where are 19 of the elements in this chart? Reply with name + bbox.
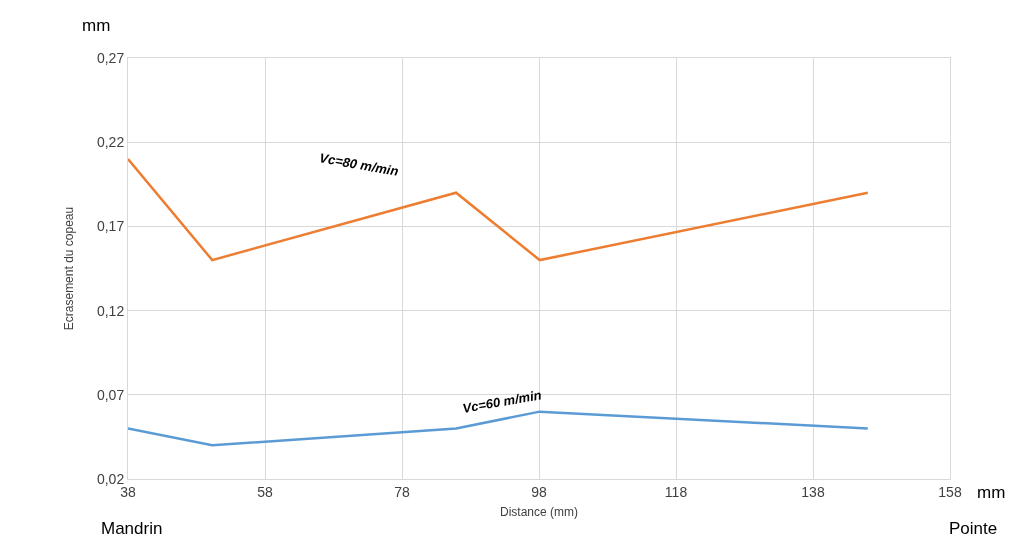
- text: mm: [82, 16, 111, 35]
- text: Vc=80 m/min: [318, 150, 400, 179]
- x-tick-label: 98: [531, 483, 547, 500]
- x-axis-title: Distance (mm): [499, 504, 579, 519]
- y-tick-label: 0,12: [96, 302, 125, 319]
- text: Vc=60 m/min: [461, 387, 543, 416]
- y-tick-label: 0,07: [96, 386, 125, 403]
- x-tick-label: 138: [801, 483, 825, 500]
- y-tick-label: 0,17: [96, 218, 125, 235]
- y-axis-title: Ecrasement du copeau: [62, 206, 77, 331]
- x-tick-label: 158: [938, 483, 962, 500]
- x-tick-label: 58: [257, 483, 273, 500]
- x-tick-label: 118: [664, 483, 688, 500]
- text: Pointe: [949, 519, 998, 538]
- y-tick-label: 0,22: [96, 134, 125, 151]
- y-tick-label: 0,27: [96, 49, 125, 66]
- text: Mandrin: [101, 519, 163, 538]
- x-tick-label: 78: [394, 483, 410, 500]
- text: mm: [977, 483, 1006, 502]
